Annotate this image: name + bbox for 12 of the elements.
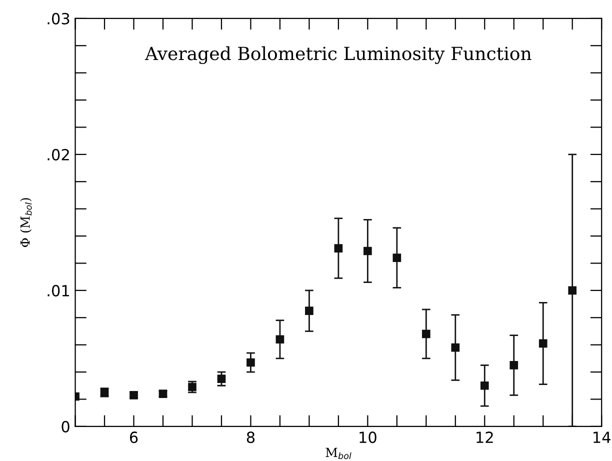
- x-tick-label: 12: [476, 432, 493, 443]
- x-tick-label: 6: [130, 432, 138, 444]
- x-axis-title: M$_{bol}$: [326, 448, 352, 460]
- x-tick-label: 14: [594, 432, 610, 443]
- y-axis-title: Φ (M$_{bol}$): [20, 198, 32, 248]
- x-tick-label: 8: [246, 432, 255, 444]
- y-tick-label: .02: [48, 148, 69, 160]
- x-tick-label: 10: [360, 432, 376, 444]
- text: Averaged Bolometric Luminosity Function: [144, 46, 532, 64]
- y-tick-label: .03: [48, 12, 70, 24]
- y-tick-label: 0: [62, 420, 70, 432]
- y-tick-label: .01: [48, 284, 70, 296]
